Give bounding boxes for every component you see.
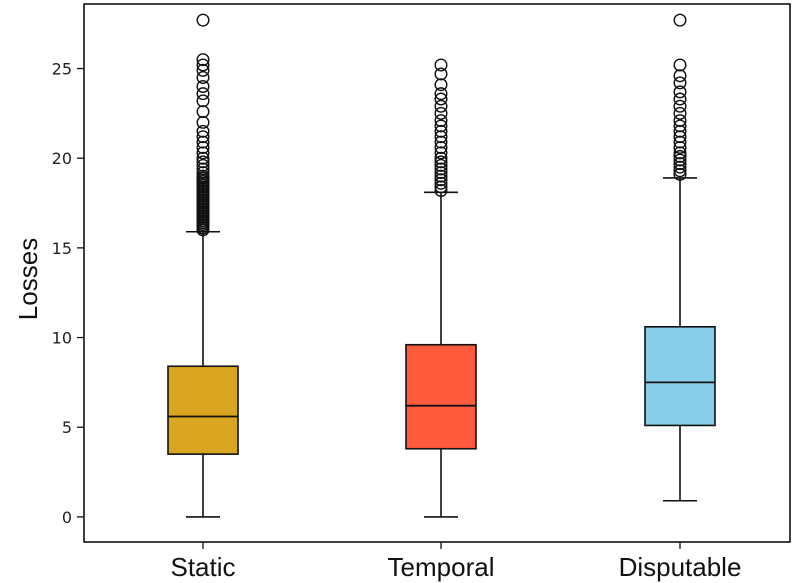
outlier-static-40 xyxy=(196,124,210,138)
outlier-static-42 xyxy=(196,105,210,119)
outlier-temporal-8 xyxy=(434,155,448,169)
x-tick-label-disputable: Disputable xyxy=(619,552,742,582)
outlier-disputable-5 xyxy=(673,149,687,163)
outlier-temporal-10 xyxy=(434,146,448,160)
outlier-temporal-20 xyxy=(434,87,448,101)
outlier-temporal-3 xyxy=(434,173,448,187)
outlier-disputable-16 xyxy=(673,85,687,99)
outlier-temporal-5 xyxy=(434,166,448,180)
y-tick-label-20: 20 xyxy=(52,149,72,168)
outlier-static-45 xyxy=(196,79,210,93)
iqr-box-disputable xyxy=(644,325,716,427)
outlier-disputable-10 xyxy=(673,124,687,138)
outlier-static-48 xyxy=(196,58,210,72)
outlier-static-41 xyxy=(196,115,210,129)
outlier-temporal-22 xyxy=(434,67,448,81)
outlier-static-43 xyxy=(196,94,210,108)
outlier-temporal-19 xyxy=(434,92,448,106)
outlier-disputable-6 xyxy=(673,146,687,160)
x-tick-label-temporal: Temporal xyxy=(388,552,495,582)
outlier-static-46 xyxy=(196,71,210,85)
outlier-static-47 xyxy=(196,63,210,77)
outlier-static-32 xyxy=(196,162,210,176)
box-temporal xyxy=(405,58,477,518)
y-axis: 0 5 10 15 20 25 xyxy=(52,60,84,527)
y-tick-label-10: 10 xyxy=(52,329,72,348)
outlier-temporal-0 xyxy=(434,184,448,198)
y-axis-title: Losses xyxy=(13,238,43,320)
outlier-temporal-12 xyxy=(434,135,448,149)
outlier-static-30 xyxy=(196,169,210,183)
x-tick-label-static: Static xyxy=(170,552,235,582)
outlier-static-35 xyxy=(196,151,210,165)
outlier-temporal-23 xyxy=(434,58,448,72)
outlier-temporal-2 xyxy=(434,176,448,190)
box-series xyxy=(167,13,716,518)
y-tick-label-15: 15 xyxy=(52,239,72,258)
outlier-disputable-17 xyxy=(673,76,687,90)
outlier-disputable-20 xyxy=(673,13,687,27)
outlier-temporal-4 xyxy=(434,169,448,183)
outlier-disputable-9 xyxy=(673,130,687,144)
outlier-disputable-12 xyxy=(673,114,687,128)
y-tick-label-25: 25 xyxy=(52,60,72,79)
outlier-temporal-1 xyxy=(434,180,448,194)
outlier-static-33 xyxy=(196,158,210,172)
plot-frame xyxy=(83,3,791,543)
outlier-disputable-13 xyxy=(673,106,687,120)
outlier-static-49 xyxy=(196,53,210,67)
outlier-static-44 xyxy=(196,87,210,101)
outlier-disputable-2 xyxy=(673,160,687,174)
y-tick-label-0: 0 xyxy=(62,508,72,527)
box-static xyxy=(167,13,239,518)
outlier-static-34 xyxy=(196,155,210,169)
outlier-temporal-9 xyxy=(434,151,448,165)
outlier-disputable-19 xyxy=(673,58,687,72)
outlier-disputable-0 xyxy=(673,167,687,181)
iqr-box-temporal xyxy=(405,343,477,450)
outlier-disputable-8 xyxy=(673,135,687,149)
outlier-static-37 xyxy=(196,140,210,154)
outlier-disputable-1 xyxy=(673,164,687,178)
iqr-box-static xyxy=(167,365,239,455)
outlier-temporal-14 xyxy=(434,124,448,138)
outlier-disputable-15 xyxy=(673,92,687,106)
outlier-temporal-15 xyxy=(434,119,448,133)
box-disputable xyxy=(644,13,716,502)
outlier-static-36 xyxy=(196,146,210,160)
outlier-static-39 xyxy=(196,130,210,144)
outlier-disputable-3 xyxy=(673,157,687,171)
outlier-temporal-6 xyxy=(434,162,448,176)
outlier-disputable-7 xyxy=(673,140,687,154)
outlier-static-50 xyxy=(196,13,210,27)
outlier-temporal-21 xyxy=(434,78,448,92)
outlier-static-38 xyxy=(196,135,210,149)
outlier-temporal-16 xyxy=(434,114,448,128)
outlier-disputable-18 xyxy=(673,69,687,83)
outlier-temporal-17 xyxy=(434,106,448,120)
outlier-temporal-18 xyxy=(434,99,448,113)
outlier-disputable-14 xyxy=(673,99,687,113)
outlier-disputable-4 xyxy=(673,153,687,167)
outlier-static-31 xyxy=(196,166,210,180)
outlier-temporal-11 xyxy=(434,140,448,154)
outlier-temporal-13 xyxy=(434,130,448,144)
x-axis: Static Temporal Disputable xyxy=(170,542,741,582)
y-tick-label-5: 5 xyxy=(62,418,72,437)
outlier-disputable-11 xyxy=(673,119,687,133)
outlier-temporal-7 xyxy=(434,158,448,172)
